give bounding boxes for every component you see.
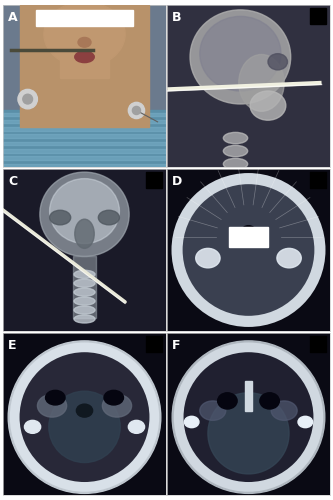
Bar [3, 149, 166, 152]
Ellipse shape [44, 2, 125, 66]
Ellipse shape [46, 390, 65, 405]
Ellipse shape [24, 420, 41, 434]
Bar [146, 336, 163, 352]
Bar [3, 127, 166, 130]
Ellipse shape [75, 219, 94, 248]
Ellipse shape [74, 306, 95, 314]
Text: D: D [172, 176, 182, 188]
Bar [3, 156, 166, 160]
Circle shape [180, 182, 317, 318]
Ellipse shape [260, 393, 279, 409]
Bar [245, 382, 252, 410]
Ellipse shape [196, 248, 220, 268]
Bar [3, 164, 166, 168]
Circle shape [128, 102, 145, 118]
Bar [20, 5, 150, 126]
Bar [310, 172, 326, 188]
Ellipse shape [218, 393, 237, 409]
Ellipse shape [277, 248, 301, 268]
Circle shape [49, 391, 120, 462]
Ellipse shape [50, 210, 71, 225]
Ellipse shape [50, 178, 120, 244]
Ellipse shape [268, 54, 287, 70]
Bar [36, 10, 133, 26]
Ellipse shape [239, 54, 284, 112]
Text: A: A [8, 12, 18, 24]
Ellipse shape [298, 416, 313, 428]
Text: E: E [8, 339, 17, 352]
Bar [60, 54, 109, 78]
Bar [73, 256, 96, 318]
Circle shape [179, 348, 318, 487]
Bar [146, 172, 163, 188]
Bar [3, 112, 166, 116]
Text: C: C [8, 176, 17, 188]
Bar [3, 142, 166, 146]
Ellipse shape [190, 10, 291, 104]
Bar [3, 120, 166, 124]
Ellipse shape [200, 401, 226, 420]
Bar [3, 134, 166, 138]
Ellipse shape [128, 420, 145, 434]
Ellipse shape [102, 394, 132, 417]
Bar [3, 110, 166, 168]
Ellipse shape [104, 390, 124, 405]
Ellipse shape [223, 172, 248, 182]
Text: B: B [172, 12, 182, 24]
Circle shape [15, 348, 154, 487]
Text: F: F [172, 339, 181, 352]
Ellipse shape [74, 315, 95, 323]
Ellipse shape [223, 146, 248, 156]
Ellipse shape [75, 51, 94, 62]
Ellipse shape [223, 184, 248, 196]
Ellipse shape [271, 401, 297, 420]
Circle shape [133, 106, 141, 114]
Ellipse shape [74, 288, 95, 296]
Ellipse shape [250, 91, 286, 120]
Ellipse shape [76, 404, 93, 417]
Bar [310, 336, 326, 352]
Circle shape [174, 176, 323, 324]
Bar [310, 8, 326, 24]
Ellipse shape [74, 270, 95, 278]
Circle shape [18, 90, 37, 109]
Ellipse shape [200, 16, 281, 91]
Ellipse shape [40, 82, 129, 106]
Ellipse shape [78, 38, 91, 47]
Ellipse shape [223, 132, 248, 143]
Circle shape [172, 341, 325, 494]
Circle shape [8, 341, 161, 494]
Circle shape [23, 94, 33, 104]
Ellipse shape [98, 210, 120, 225]
Ellipse shape [74, 297, 95, 305]
Ellipse shape [242, 226, 255, 235]
Ellipse shape [223, 158, 248, 170]
Circle shape [208, 393, 289, 474]
Ellipse shape [37, 394, 67, 417]
Ellipse shape [184, 416, 199, 428]
Ellipse shape [74, 279, 95, 287]
Bar [229, 228, 268, 247]
Ellipse shape [40, 172, 129, 256]
